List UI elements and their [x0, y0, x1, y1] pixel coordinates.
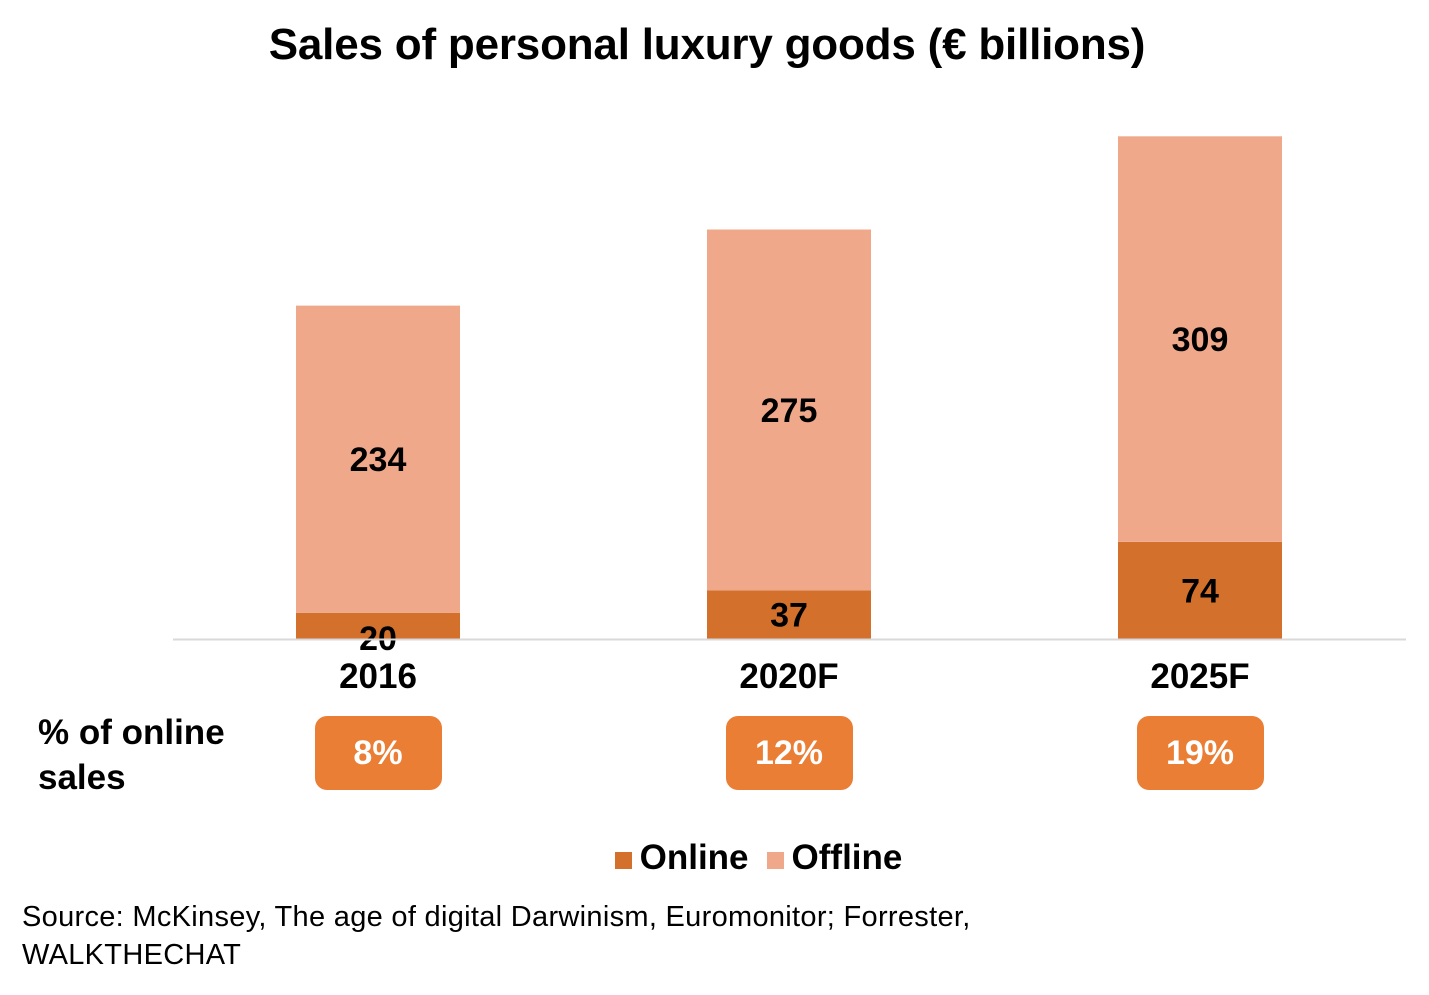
legend-item-offline: Offline: [766, 838, 903, 878]
bar-offline-2025f: [1118, 136, 1282, 542]
data-label-offline-2020f: 275: [761, 392, 818, 430]
legend-label-offline: Offline: [791, 838, 903, 877]
legend-label-online: Online: [639, 838, 749, 877]
chart-title: Sales of personal luxury goods (€ billio…: [268, 20, 1146, 69]
bar-online-2025f: [1118, 541, 1282, 639]
data-label-offline-2016: 234: [350, 441, 407, 479]
bar-offline-2016: [296, 305, 460, 613]
x-tick-label-2025f: 2025F: [1150, 657, 1249, 696]
online-share-label: % of online sales: [38, 713, 225, 797]
online-share-badge-2025f: 19%: [1136, 716, 1264, 790]
legend-swatch-online: [614, 851, 632, 869]
data-label-online-2025f: 74: [1181, 572, 1219, 610]
data-label-online-2020f: 37: [770, 597, 808, 635]
online-share-badge-2020f: 12%: [725, 716, 853, 790]
source-note: Source: McKinsey, The age of digital Dar…: [22, 901, 971, 971]
x-tick-label-2020f: 2020F: [739, 657, 838, 696]
legend-item-online: Online: [614, 838, 749, 878]
data-label-offline-2025f: 309: [1172, 321, 1229, 359]
online-share-badge-2016: 8%: [314, 716, 442, 790]
legend-swatch-offline: [766, 851, 784, 869]
bar-online-2020f: [707, 590, 871, 639]
bar-online-2016: [296, 612, 460, 639]
bar-offline-2020f: [707, 229, 871, 591]
legend: Online Offline: [0, 838, 1429, 878]
x-tick-label-2016: 2016: [339, 657, 417, 696]
